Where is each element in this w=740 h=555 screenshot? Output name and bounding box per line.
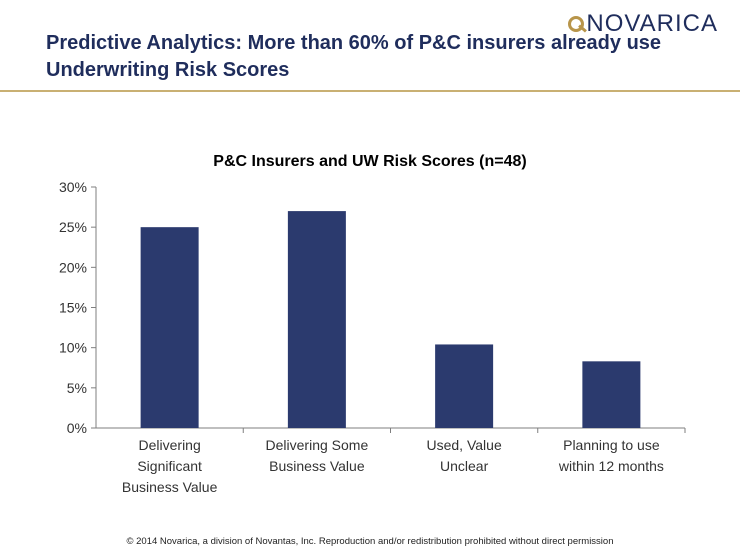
title-divider: [0, 90, 740, 92]
bar-chart: P&C Insurers and UW Risk Scores (n=48) 0…: [59, 153, 686, 495]
y-tick-label: 0%: [67, 420, 87, 436]
y-tick-label: 30%: [59, 179, 87, 195]
y-tick-label: 5%: [67, 380, 87, 396]
chart-title: P&C Insurers and UW Risk Scores (n=48): [213, 153, 526, 170]
bar: [582, 361, 641, 428]
y-tick-label: 25%: [59, 219, 87, 235]
x-tick-label: Delivering Significant Business Value: [122, 437, 218, 495]
y-tick-label: 15%: [59, 300, 87, 316]
logo-ring-icon: [568, 16, 585, 32]
logo-text: NOVARICA: [586, 10, 718, 37]
x-tick-label: Used, Value Unclear: [427, 437, 502, 474]
copyright-footer: © 2014 Novarica, a division of Novantas,…: [126, 536, 614, 547]
bar: [140, 227, 199, 428]
y-tick-label: 20%: [59, 259, 87, 275]
slide-title: Predictive Analytics: More than 60% of P…: [46, 32, 662, 81]
x-tick-label: Planning to use within 12 months: [558, 437, 664, 474]
bar: [287, 211, 346, 428]
y-tick-label: 10%: [59, 340, 87, 356]
novarica-logo: NOVARICA: [568, 10, 718, 38]
x-tick-label: Delivering Some Business Value: [266, 437, 369, 474]
bar: [435, 344, 494, 428]
